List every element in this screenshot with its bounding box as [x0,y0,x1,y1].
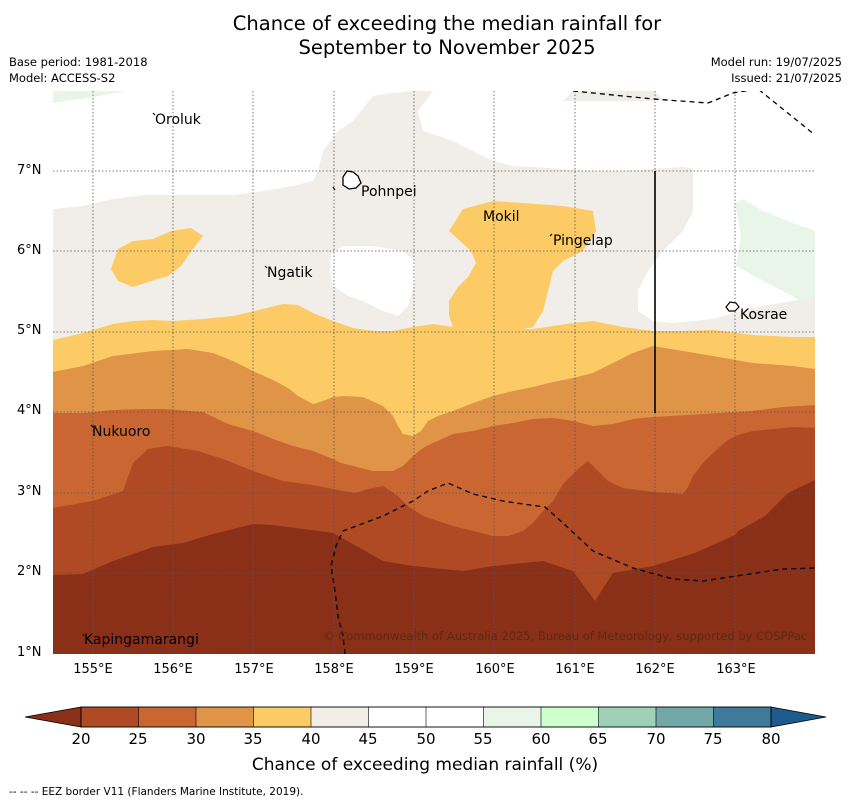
white-center [330,246,415,316]
colorbar-svg [24,706,827,728]
graticule [53,91,815,654]
title-line-2: September to November 2025 [298,36,596,59]
colorbar-extend-low [24,706,82,728]
place-mokil: Mokil [483,209,520,225]
cb-tick-25: 25 [128,730,148,748]
eez-footnote: -- -- -- EEZ border V11 (Flanders Marine… [9,786,304,798]
patch-mokil [449,201,596,331]
colorbar-segment-c25_30 [138,706,197,728]
place-pingelap: Pingelap [553,233,613,249]
lon-label-160e: 160°E [475,662,515,677]
lon-label-163e: 163°E [716,662,756,677]
issued-date: Issued: 21/07/2025 [731,71,842,85]
colorbar-segment-c65_70 [598,706,657,728]
colorbar-segment-c70_75 [655,706,715,728]
lat-label-5n: 5°N [17,323,42,338]
atoll-markers [82,112,553,637]
lon-label-161e: 161°E [555,662,595,677]
pohnpei-island-shape [342,170,362,190]
copyright-notice: © Commonwealth of Australia 2025, Bureau… [323,629,808,643]
lat-label-1n: 1°N [17,645,42,660]
cb-tick-45: 45 [358,730,378,748]
lat-label-4n: 4°N [17,403,42,418]
cb-tick-60: 60 [531,730,551,748]
colorbar [24,706,827,732]
model-name: Model: ACCESS-S2 [9,71,116,85]
rainfall-map [53,91,815,654]
lat-label-7n: 7°N [17,163,42,178]
lon-label-156e: 156°E [153,662,193,677]
lon-label-155e: 155°E [73,662,113,677]
green-east [735,199,815,301]
lon-label-157e: 157°E [234,662,274,677]
cb-tick-30: 30 [186,730,206,748]
colorbar-extend-high [770,706,827,728]
colorbar-segment-c40_45 [310,706,370,728]
cb-tick-75: 75 [703,730,723,748]
cb-tick-35: 35 [243,730,263,748]
colorbar-segment-c30_35 [195,706,255,728]
map-svg [53,91,815,654]
lat-label-3n: 3°N [17,484,42,499]
eez-border [330,91,815,654]
place-kapingamarangi: Kapingamarangi [84,632,199,648]
map-title: Chance of exceeding the median rainfall … [0,12,850,60]
white-north [53,91,815,231]
lon-label-162e: 162°E [635,662,675,677]
green-nw [53,91,128,103]
colorbar-segment-c75_80 [713,706,772,728]
base-period: Base period: 1981-2018 [9,55,148,69]
lat-label-6n: 6°N [17,243,42,258]
cb-tick-40: 40 [301,730,321,748]
colorbar-segment-c50_55 [425,706,485,728]
cb-tick-70: 70 [646,730,666,748]
lon-label-159e: 159°E [394,662,434,677]
cb-tick-20: 20 [71,730,91,748]
cb-tick-65: 65 [588,730,608,748]
run-info: Model run: 19/07/2025 Issued: 21/07/2025 [711,54,842,86]
kosrae-island-shape [725,301,740,312]
cb-tick-80: 80 [761,730,781,748]
colorbar-segment-c35_40 [253,706,312,728]
colorbar-segment-c20_25 [80,706,140,728]
patch-west [111,228,203,287]
cb-tick-50: 50 [416,730,436,748]
model-info: Base period: 1981-2018 Model: ACCESS-S2 [9,54,148,86]
lon-label-158e: 158°E [314,662,354,677]
place-nukuoro: Nukuoro [92,424,151,440]
place-oroluk: Oroluk [155,112,201,128]
colorbar-segment-c55_60 [483,706,542,728]
place-ngatik: Ngatik [267,265,313,281]
place-kosrae: Kosrae [740,307,788,323]
cb-tick-55: 55 [473,730,493,748]
place-pohnpei: Pohnpei [361,184,417,200]
model-run: Model run: 19/07/2025 [710,55,842,69]
colorbar-title: Chance of exceeding median rainfall (%) [251,755,599,775]
colorbar-segment-c45_50 [368,706,427,728]
colorbar-segment-c60_65 [540,706,600,728]
lat-label-2n: 2°N [17,564,42,579]
colorbar-frame [80,706,772,728]
title-line-1: Chance of exceeding the median rainfall … [232,12,662,35]
